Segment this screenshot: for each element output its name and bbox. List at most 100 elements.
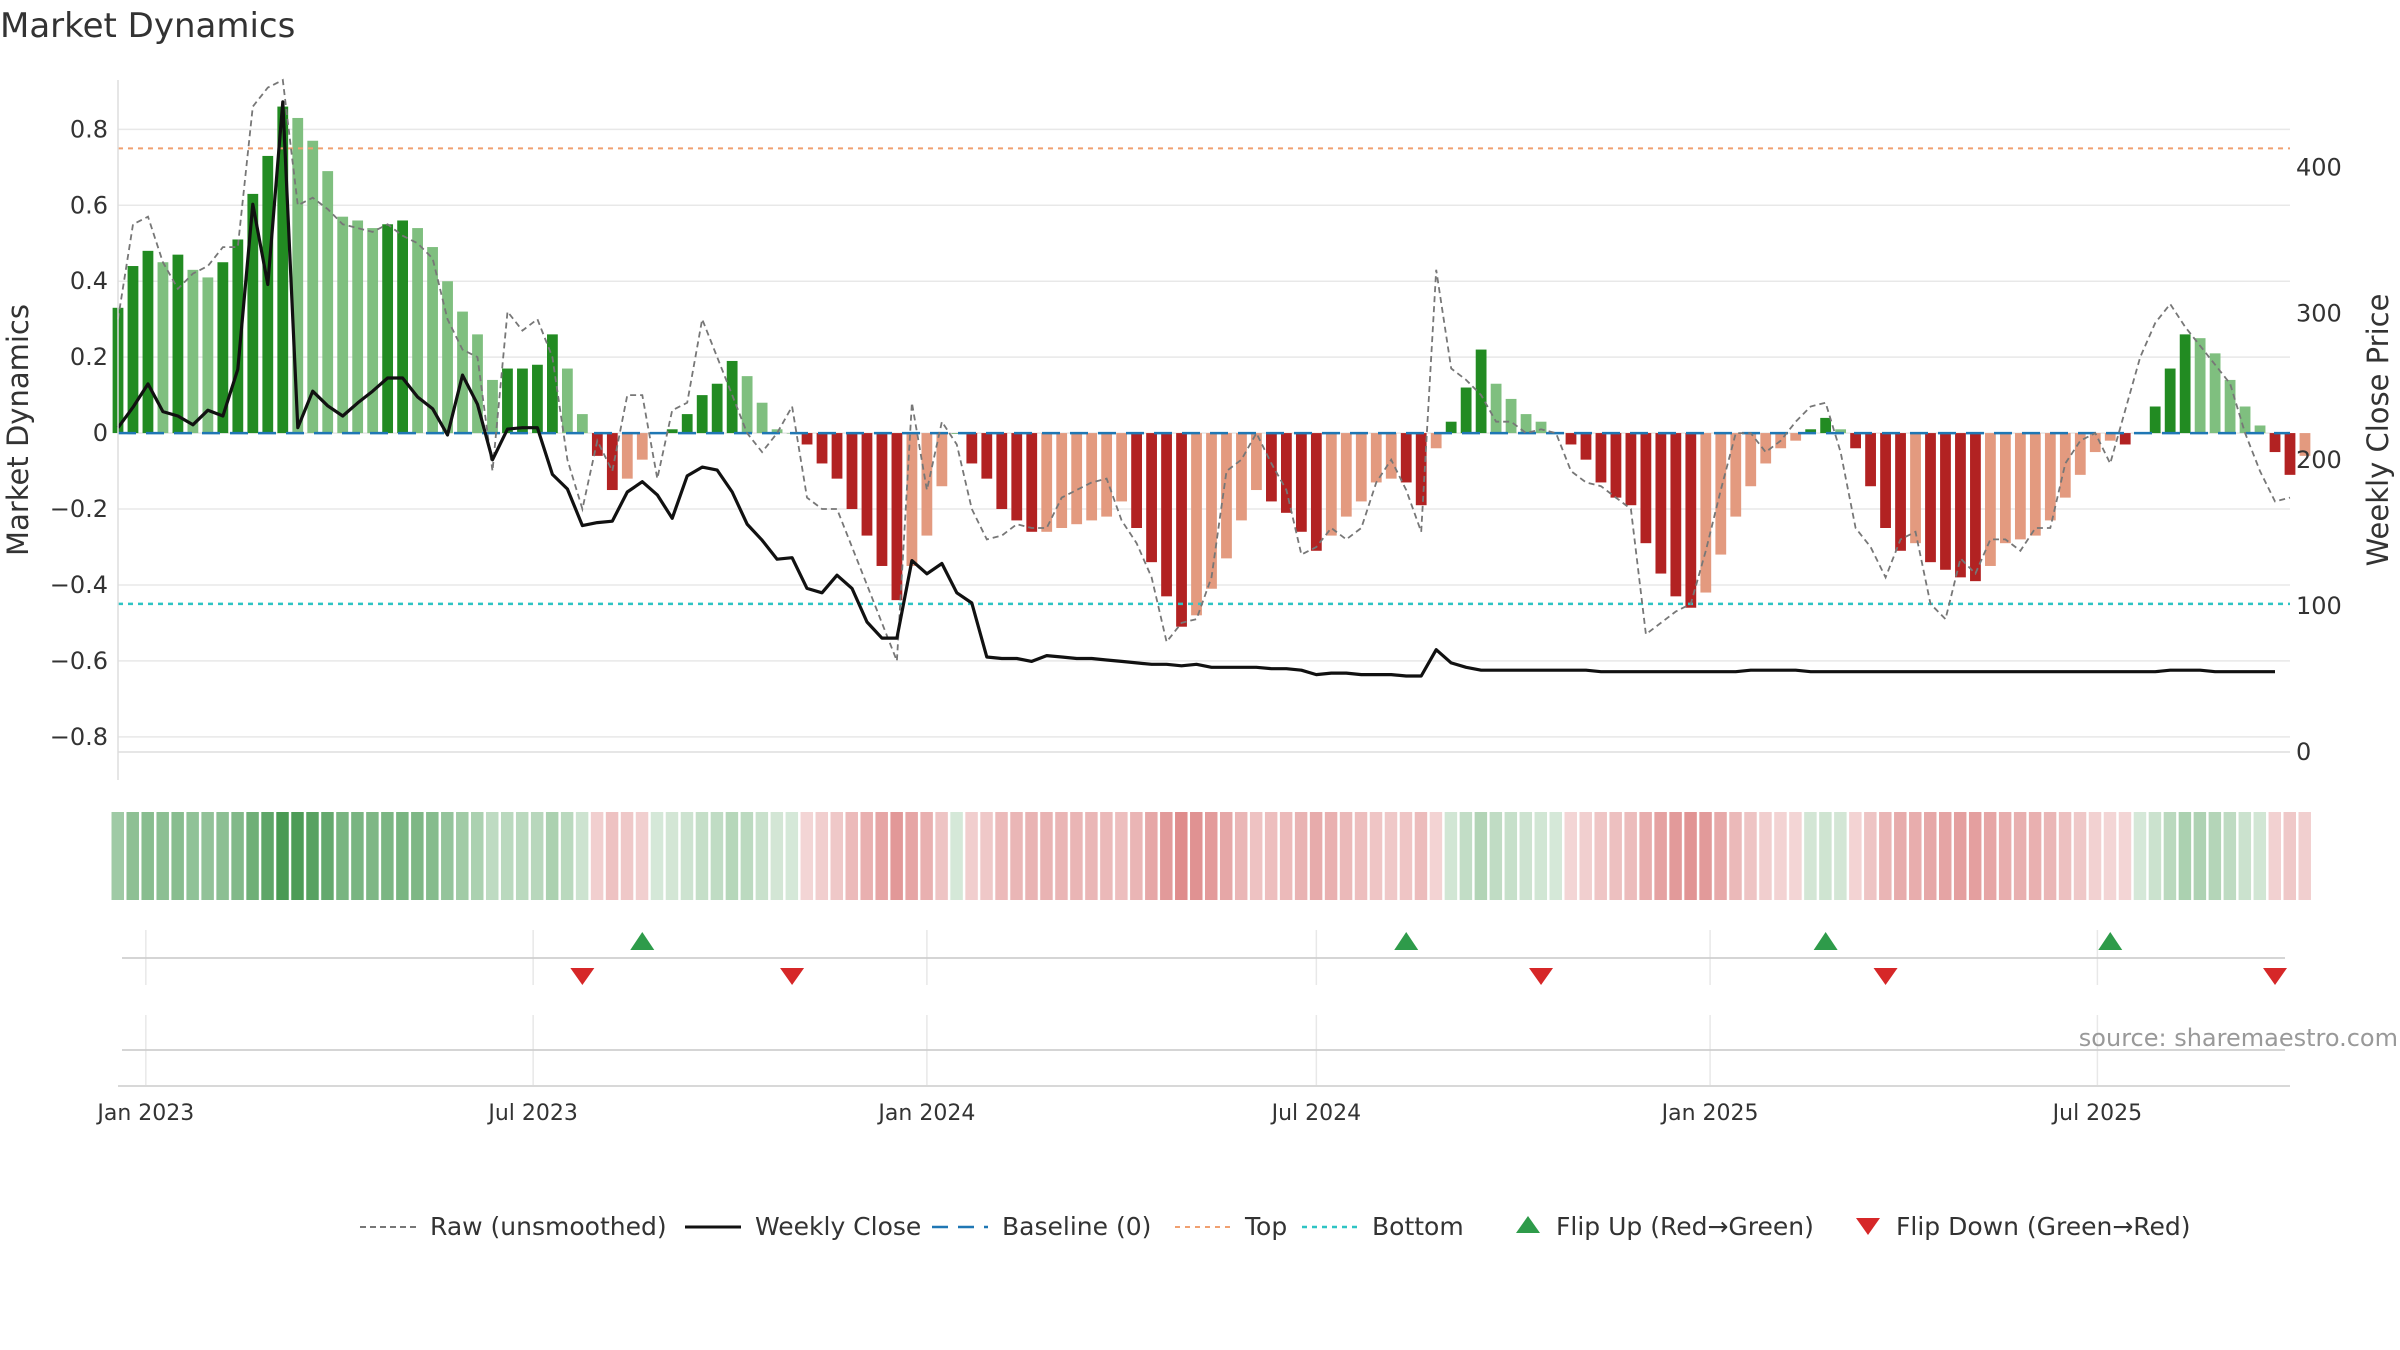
bar: [876, 433, 888, 566]
bar: [532, 364, 543, 434]
heat-cell: [201, 812, 214, 900]
heat-cell: [381, 812, 394, 900]
bar: [1805, 429, 1817, 434]
heat-cell: [231, 812, 244, 900]
heat-cell: [1983, 812, 1997, 900]
bar: [127, 266, 139, 434]
heat-cell: [216, 812, 229, 900]
legend-label: Flip Down (Green→Red): [1896, 1212, 2191, 1241]
heat-cell: [1234, 812, 1248, 900]
bar: [1026, 433, 1038, 532]
heat-cell: [456, 812, 469, 900]
bar: [1580, 433, 1592, 460]
heat-cell: [1938, 812, 1952, 900]
bar: [1955, 433, 1966, 578]
heat-cell: [2028, 812, 2042, 900]
heat-cell: [1924, 812, 1937, 900]
bar: [1236, 433, 1247, 521]
heat-cell: [1834, 812, 1847, 900]
heat-cell: [291, 812, 304, 900]
bar: [427, 247, 438, 434]
y-tick-label: −0.8: [50, 723, 108, 751]
bar: [1940, 433, 1951, 570]
bar: [1640, 433, 1652, 544]
flip-up-marker: [1394, 932, 1419, 950]
heat-cell: [1864, 812, 1877, 900]
bar: [1715, 433, 1727, 555]
bar: [292, 117, 304, 434]
bar: [621, 433, 633, 479]
heat-cell: [755, 812, 769, 900]
bar: [846, 433, 858, 510]
bar: [547, 334, 558, 434]
bar: [1535, 421, 1547, 434]
y-tick-label: 0: [93, 419, 108, 447]
bar: [277, 106, 289, 434]
y-tick-label: −0.2: [50, 495, 108, 523]
heat-cell: [321, 812, 334, 900]
bar: [307, 140, 319, 434]
heat-cell: [1744, 812, 1757, 900]
heat-cell: [2163, 812, 2177, 900]
bar: [187, 269, 199, 434]
legend-item-flip_down: Flip Down (Green→Red): [1856, 1212, 2191, 1241]
bar: [606, 433, 618, 491]
bar: [711, 383, 723, 434]
bar: [322, 171, 334, 434]
heat-cell: [830, 812, 843, 900]
heat-cell: [2118, 812, 2132, 900]
heat-cell: [2148, 812, 2162, 900]
bar: [1460, 387, 1472, 434]
heat-cell: [2088, 812, 2102, 900]
bar: [921, 433, 933, 536]
heat-cell: [695, 812, 709, 900]
heat-cell: [1594, 812, 1607, 900]
y2-axis-label: Weekly Close Price: [2361, 294, 2395, 567]
x-tick-label: Jan 2025: [1660, 1101, 1759, 1126]
heat-cell: [1474, 812, 1488, 900]
bar: [1985, 433, 1996, 566]
bar: [2000, 433, 2011, 544]
heat-cell: [560, 812, 574, 900]
heat-cell: [276, 812, 289, 900]
heat-cell: [1804, 812, 1817, 900]
bar: [1655, 433, 1667, 574]
heat-cell: [1564, 812, 1577, 900]
heat-cell: [1324, 812, 1338, 900]
heat-cell: [336, 812, 349, 900]
bar: [1101, 433, 1113, 517]
bar: [1565, 433, 1577, 445]
bar: [1415, 433, 1427, 506]
legend-item-baseline: Baseline (0): [932, 1212, 1151, 1241]
raw-series-line: [117, 78, 2291, 662]
bar: [2044, 433, 2056, 521]
heat-cell: [2073, 812, 2087, 900]
heat-cell: [1070, 812, 1083, 900]
flip-down-marker: [780, 968, 805, 985]
legend-item-flip_up: Flip Up (Red→Green): [1516, 1212, 1814, 1241]
bar: [1385, 433, 1397, 479]
heat-cell: [2103, 812, 2117, 900]
flip-down-marker: [1529, 968, 1554, 985]
bar: [502, 368, 513, 434]
legend-label: Raw (unsmoothed): [430, 1212, 667, 1241]
bar: [262, 155, 274, 434]
flip-up-marker: [2098, 932, 2123, 950]
heat-strip: [111, 812, 2311, 900]
bar: [2269, 433, 2281, 453]
heat-cell: [1339, 812, 1353, 900]
bar: [576, 414, 588, 434]
bar: [1355, 433, 1367, 502]
bar: [517, 368, 528, 434]
heat-cell: [261, 812, 274, 900]
heat-cell: [950, 812, 963, 900]
heat-cell: [2298, 812, 2311, 900]
y2-tick-label: 200: [2296, 446, 2342, 474]
bar: [1400, 433, 1412, 483]
weekly-close-line: [116, 100, 2275, 678]
heat-cell: [366, 812, 379, 900]
bar: [367, 228, 379, 434]
bar: [1041, 433, 1053, 532]
heat-cell: [980, 812, 993, 900]
source-note: source: sharemaestro.com: [2079, 1024, 2398, 1052]
